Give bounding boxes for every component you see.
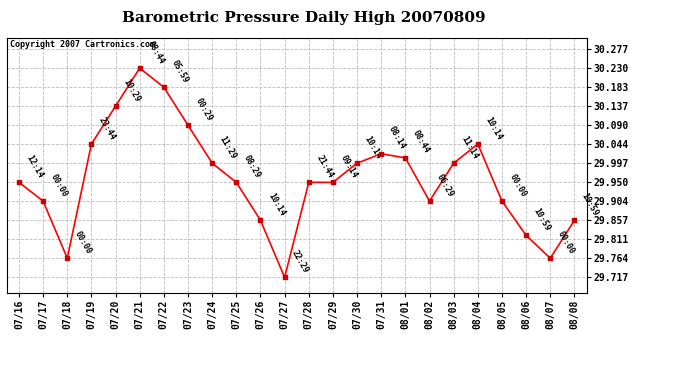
- Point: [62, 255, 73, 261]
- Point: [158, 84, 169, 90]
- Text: 10:59: 10:59: [580, 191, 600, 217]
- Point: [375, 151, 386, 157]
- Point: [520, 232, 531, 238]
- Text: 22:29: 22:29: [290, 249, 310, 274]
- Text: 23:44: 23:44: [97, 115, 117, 141]
- Text: 06:29: 06:29: [435, 172, 455, 198]
- Text: 08:14: 08:14: [387, 125, 407, 151]
- Text: 00:00: 00:00: [556, 229, 576, 255]
- Point: [472, 141, 483, 147]
- Point: [279, 274, 290, 280]
- Point: [230, 179, 241, 185]
- Point: [207, 160, 218, 166]
- Text: 10:59: 10:59: [532, 207, 552, 232]
- Text: 09:14: 09:14: [339, 153, 359, 180]
- Text: Copyright 2007 Cartronics.com: Copyright 2007 Cartronics.com: [10, 40, 155, 49]
- Text: 11:29: 11:29: [218, 134, 238, 160]
- Point: [255, 217, 266, 223]
- Point: [86, 141, 97, 147]
- Text: 08:29: 08:29: [242, 153, 262, 180]
- Text: 10:14: 10:14: [266, 191, 286, 217]
- Text: Barometric Pressure Daily High 20070809: Barometric Pressure Daily High 20070809: [122, 11, 485, 25]
- Text: 11:14: 11:14: [460, 134, 480, 160]
- Point: [14, 179, 25, 185]
- Text: 10:29: 10:29: [121, 77, 141, 103]
- Text: 10:14: 10:14: [363, 134, 383, 160]
- Point: [497, 198, 508, 204]
- Point: [545, 255, 556, 261]
- Point: [351, 160, 363, 166]
- Point: [328, 179, 339, 185]
- Text: 00:00: 00:00: [73, 229, 93, 255]
- Text: 00:00: 00:00: [49, 172, 69, 198]
- Point: [569, 217, 580, 223]
- Text: 08:44: 08:44: [146, 39, 166, 65]
- Text: 21:44: 21:44: [315, 153, 335, 180]
- Text: 10:14: 10:14: [484, 115, 504, 141]
- Point: [37, 198, 48, 204]
- Text: 00:29: 00:29: [194, 96, 214, 123]
- Text: 12:14: 12:14: [25, 153, 45, 180]
- Point: [303, 179, 314, 185]
- Point: [424, 198, 435, 204]
- Text: 08:44: 08:44: [411, 129, 431, 155]
- Point: [400, 155, 411, 161]
- Text: 05:59: 05:59: [170, 58, 190, 84]
- Point: [182, 122, 193, 128]
- Text: 00:00: 00:00: [508, 172, 528, 198]
- Point: [134, 65, 145, 71]
- Point: [110, 103, 121, 109]
- Point: [448, 160, 460, 166]
